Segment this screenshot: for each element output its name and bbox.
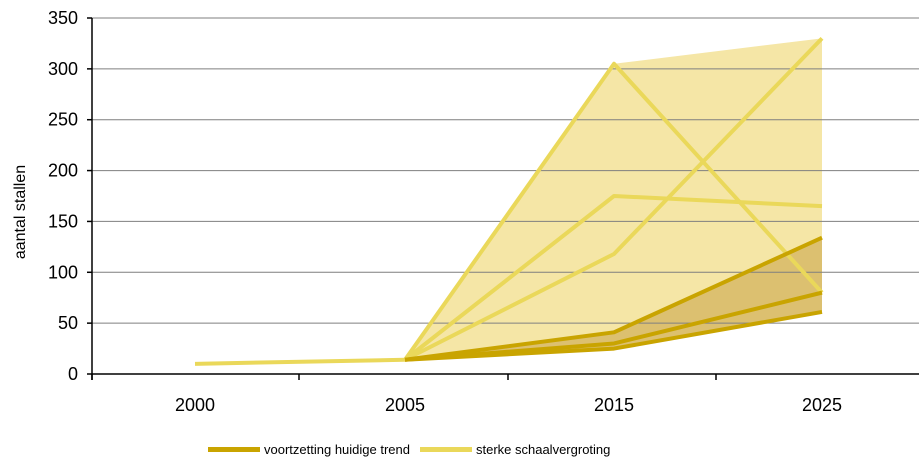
series-line-6 bbox=[404, 309, 823, 362]
series-lines bbox=[194, 36, 824, 366]
gridlines bbox=[92, 17, 919, 324]
x-tick-label: 2015 bbox=[594, 395, 634, 415]
series-line-3 bbox=[404, 36, 824, 362]
legend-label-trend: voortzetting huidige trend bbox=[264, 442, 410, 457]
legend-item-trend: voortzetting huidige trend bbox=[208, 442, 410, 457]
series-line-1 bbox=[403, 61, 824, 361]
y-tick-label: 0 bbox=[68, 364, 78, 384]
series-line-2 bbox=[403, 194, 823, 362]
axes bbox=[87, 17, 919, 380]
y-tick-labels: 0 50 100 150 200 250 300 350 bbox=[48, 8, 78, 384]
y-tick-label: 350 bbox=[48, 8, 78, 28]
y-tick-label: 300 bbox=[48, 59, 78, 79]
legend-swatch-trend bbox=[208, 447, 260, 452]
x-tick-label: 2000 bbox=[175, 395, 215, 415]
series-line-4 bbox=[404, 235, 823, 362]
y-tick-label: 50 bbox=[58, 313, 78, 333]
x-tick-label: 2005 bbox=[385, 395, 425, 415]
y-tick-label: 100 bbox=[48, 262, 78, 282]
x-tick-label: 2025 bbox=[802, 395, 842, 415]
y-axis-title: aantal stallen bbox=[12, 165, 29, 259]
y-tick-label: 250 bbox=[48, 110, 78, 130]
x-tick-labels: 2000 2005 2015 2025 bbox=[175, 395, 842, 415]
legend-item-strong: sterke schaalvergroting bbox=[419, 442, 611, 457]
legend-swatch-strong bbox=[419, 447, 472, 452]
series-line-0 bbox=[194, 357, 406, 366]
legend: voortzetting huidige trend sterke schaal… bbox=[208, 442, 620, 457]
y-tick-label: 200 bbox=[48, 161, 78, 181]
y-tick-label: 150 bbox=[48, 211, 78, 231]
legend-label-strong: sterke schaalvergroting bbox=[475, 442, 611, 457]
